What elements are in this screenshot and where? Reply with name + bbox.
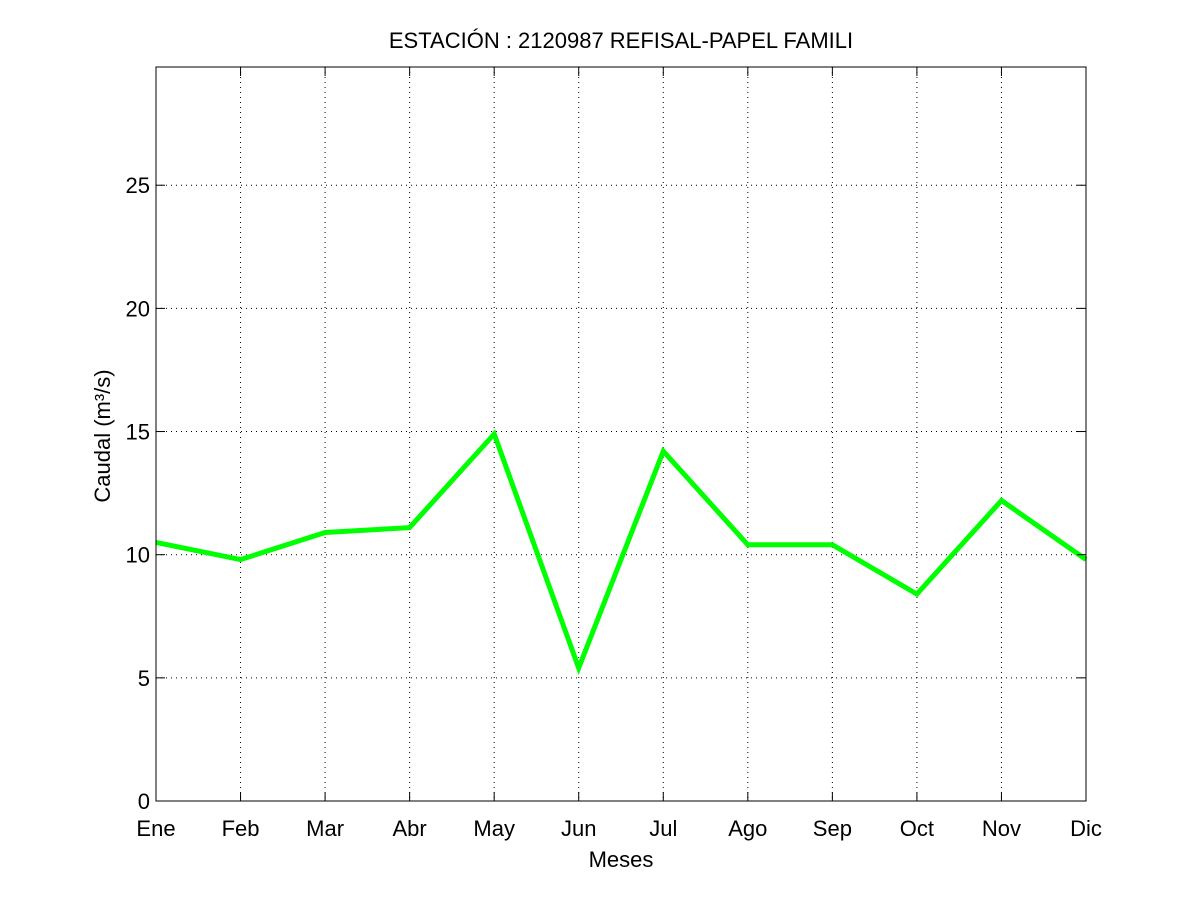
y-tick-label: 20 [126, 296, 150, 321]
y-axis-title: Caudal (m³/s) [90, 369, 115, 502]
plot-area-frame [155, 66, 1087, 802]
x-tick-label: May [473, 816, 515, 841]
y-tick-label: 0 [138, 789, 150, 814]
y-axis-tick-labels: 0 5 10 15 20 25 [126, 173, 150, 814]
y-tick-label: 25 [126, 173, 150, 198]
x-tick-label: Abr [393, 816, 427, 841]
x-tick-label: Mar [306, 816, 344, 841]
y-tick-label: 10 [126, 543, 150, 568]
grid-lines [156, 67, 1086, 801]
x-axis-tick-labels: Ene Feb Mar Abr May Jun Jul Ago Sep Oct Nov Dic [136, 816, 1101, 841]
x-tick-label: Dic [1070, 816, 1102, 841]
x-tick-label: Sep [813, 816, 852, 841]
x-tick-label: Jul [649, 816, 677, 841]
series-line [155, 429, 1088, 676]
x-axis-title: Meses [589, 847, 654, 872]
y-tick-label: 5 [138, 666, 150, 691]
y-tick-label: 15 [126, 420, 150, 445]
x-tick-label: Ago [728, 816, 767, 841]
x-tick-label: Oct [900, 816, 934, 841]
x-tick-label: Jun [561, 816, 596, 841]
x-tick-label: Nov [982, 816, 1021, 841]
axis-ticks [155, 67, 1087, 802]
x-tick-label: Ene [136, 816, 175, 841]
x-tick-label: Feb [222, 816, 260, 841]
chart-title: ESTACIÓN : 2120987 REFISAL-PAPEL FAMILI [389, 28, 853, 53]
